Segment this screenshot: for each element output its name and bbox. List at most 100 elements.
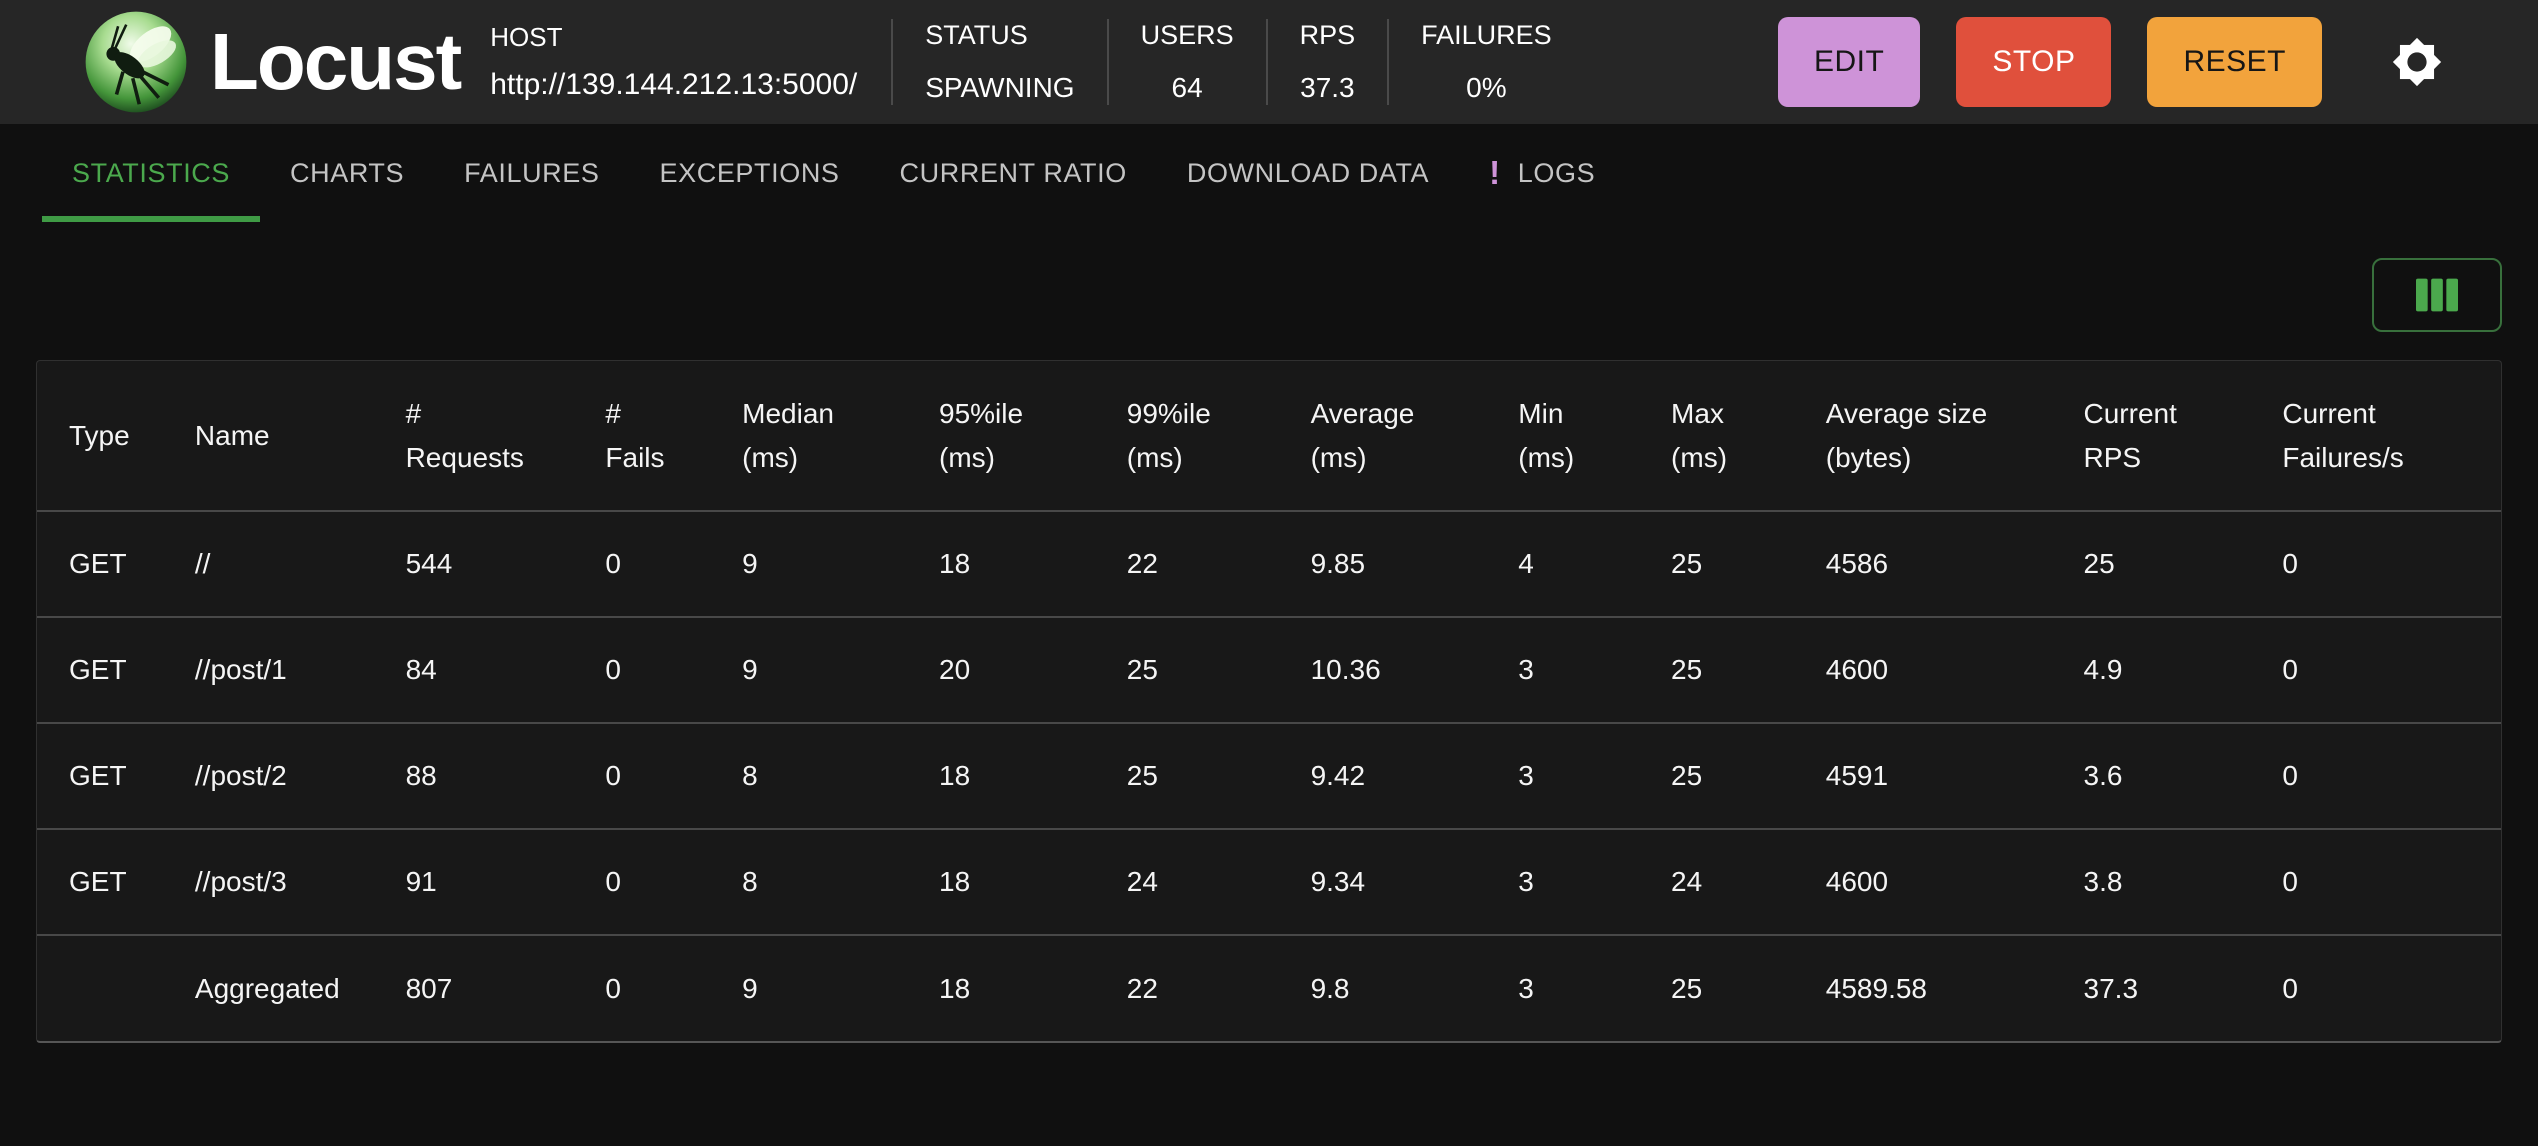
table-cell: 0 bbox=[605, 972, 621, 1004]
table-cell: 84 bbox=[405, 654, 437, 685]
table-cell: 25 bbox=[1671, 760, 1703, 791]
table-cell: 18 bbox=[939, 866, 971, 897]
tab-charts[interactable]: CHARTS bbox=[260, 130, 434, 222]
stat-value: 64 bbox=[1171, 72, 1203, 103]
stop-button[interactable]: STOP bbox=[1956, 17, 2112, 107]
table-cell: 25 bbox=[2083, 548, 2115, 579]
table-cell: 10.36 bbox=[1310, 654, 1381, 685]
table-cell: //post/2 bbox=[194, 760, 287, 791]
tab-current-ratio[interactable]: CURRENT RATIO bbox=[870, 130, 1157, 222]
stat-status: STATUS SPAWNING bbox=[893, 20, 1106, 104]
table-row: Aggregated 807 0 9 18 22 9.8 3 25 4589.5… bbox=[37, 935, 2501, 1041]
table-cell: 9 bbox=[742, 654, 758, 685]
table-cell: 4600 bbox=[1825, 866, 1889, 897]
tab-logs[interactable]: ! LOGS bbox=[1459, 130, 1625, 222]
table-cell: 0 bbox=[605, 866, 621, 897]
tab-statistics[interactable]: STATISTICS bbox=[42, 130, 261, 222]
column-header-fails[interactable]: # Fails bbox=[605, 398, 665, 473]
table-cell: 9 bbox=[742, 548, 758, 579]
table-row: GET //post/3 91 0 8 18 24 9.34 3 24 4600… bbox=[37, 829, 2501, 935]
statistics-table-container: Type Name # Requests # Fails Median (ms)… bbox=[36, 360, 2502, 1043]
settings-button[interactable] bbox=[2384, 29, 2450, 95]
stat-label: RPS bbox=[1299, 20, 1356, 50]
table-cell: 3 bbox=[1518, 654, 1534, 685]
column-header-average-size[interactable]: Average size (bytes) bbox=[1825, 398, 1988, 473]
table-cell: GET bbox=[69, 760, 127, 791]
table-cell: 4589.58 bbox=[1825, 972, 1927, 1004]
table-cell: 0 bbox=[605, 654, 621, 685]
table-cell: 0 bbox=[2282, 760, 2298, 791]
statistics-table: Type Name # Requests # Fails Median (ms)… bbox=[37, 361, 2501, 1041]
column-header-average[interactable]: Average (ms) bbox=[1310, 398, 1415, 473]
table-header-row: Type Name # Requests # Fails Median (ms)… bbox=[37, 361, 2501, 511]
column-header-min[interactable]: Min (ms) bbox=[1518, 398, 1575, 473]
table-cell: 24 bbox=[1126, 866, 1158, 897]
table-cell: 4600 bbox=[1825, 654, 1889, 685]
column-header-max[interactable]: Max (ms) bbox=[1671, 398, 1728, 473]
table-cell: //post/3 bbox=[194, 866, 287, 897]
table-cell: 25 bbox=[1671, 548, 1703, 579]
table-cell: 24 bbox=[1671, 866, 1703, 897]
table-cell: 22 bbox=[1126, 548, 1158, 579]
app-title: Locust bbox=[210, 17, 462, 106]
column-selector-button[interactable] bbox=[2372, 258, 2502, 332]
reset-button[interactable]: RESET bbox=[2147, 17, 2322, 107]
table-cell: 0 bbox=[605, 760, 621, 791]
column-header-median[interactable]: Median (ms) bbox=[742, 398, 834, 473]
table-cell: 3 bbox=[1518, 866, 1534, 897]
table-cell: // bbox=[194, 548, 211, 579]
table-cell: 3.8 bbox=[2083, 866, 2123, 897]
host-label: HOST bbox=[490, 22, 563, 52]
column-header-requests[interactable]: # Requests bbox=[405, 398, 524, 473]
table-cell: Aggregated bbox=[194, 972, 340, 1004]
table-cell: 9.34 bbox=[1310, 866, 1366, 897]
column-header-99ile[interactable]: 99%ile (ms) bbox=[1126, 398, 1211, 473]
view-columns-icon bbox=[2416, 278, 2458, 312]
table-cell: 9.8 bbox=[1310, 972, 1350, 1004]
table-cell: 807 bbox=[405, 972, 453, 1004]
table-toolbar bbox=[36, 258, 2502, 332]
table-cell: GET bbox=[69, 654, 127, 685]
tab-label: STATISTICS bbox=[72, 157, 231, 188]
column-header-95ile[interactable]: 95%ile (ms) bbox=[939, 398, 1024, 473]
stat-label: FAILURES bbox=[1421, 20, 1552, 50]
host-block: HOST http://139.144.212.13:5000/ bbox=[490, 22, 891, 102]
edit-button[interactable]: EDIT bbox=[1777, 17, 1921, 107]
table-cell: 18 bbox=[939, 972, 971, 1004]
table-cell: 4591 bbox=[1825, 760, 1889, 791]
table-cell: 22 bbox=[1126, 972, 1158, 1004]
divider bbox=[891, 19, 894, 105]
table-cell: 9 bbox=[742, 972, 758, 1004]
table-cell: 18 bbox=[939, 548, 971, 579]
table-cell: 4586 bbox=[1825, 548, 1889, 579]
stat-failures: FAILURES 0% bbox=[1389, 20, 1584, 104]
stat-users: USERS 64 bbox=[1109, 20, 1266, 104]
table-cell: GET bbox=[69, 548, 127, 579]
stat-value: SPAWNING bbox=[925, 72, 1075, 103]
table-cell: 8 bbox=[742, 866, 758, 897]
tab-label: FAILURES bbox=[464, 157, 600, 188]
table-cell: 88 bbox=[405, 760, 437, 791]
table-body: GET // 544 0 9 18 22 9.85 4 25 4586 25 0… bbox=[37, 511, 2501, 1041]
column-header-current-failures[interactable]: Current Failures/s bbox=[2282, 398, 2404, 473]
tab-bar: STATISTICS CHARTS FAILURES EXCEPTIONS CU… bbox=[0, 130, 2538, 222]
tab-download-data[interactable]: DOWNLOAD DATA bbox=[1157, 130, 1459, 222]
divider bbox=[1265, 19, 1268, 105]
table-header: Type Name # Requests # Fails Median (ms)… bbox=[37, 361, 2501, 511]
table-cell: 3 bbox=[1518, 760, 1534, 791]
column-header-current-rps[interactable]: Current RPS bbox=[2083, 398, 2177, 473]
tab-exceptions[interactable]: EXCEPTIONS bbox=[630, 130, 870, 222]
table-cell: 9.42 bbox=[1310, 760, 1366, 791]
table-cell: 0 bbox=[605, 548, 621, 579]
table-cell: 37.3 bbox=[2083, 972, 2139, 1004]
tab-label: LOGS bbox=[1517, 157, 1596, 188]
tab-label: CURRENT RATIO bbox=[899, 157, 1127, 188]
table-row: GET //post/1 84 0 9 20 25 10.36 3 25 460… bbox=[37, 617, 2501, 723]
table-cell: 25 bbox=[1671, 654, 1703, 685]
app-header: Locust HOST http://139.144.212.13:5000/ … bbox=[0, 0, 2538, 124]
logs-alert-badge: ! bbox=[1489, 154, 1501, 191]
tab-failures[interactable]: FAILURES bbox=[434, 130, 629, 222]
column-header-type[interactable]: Type bbox=[69, 419, 130, 451]
column-header-name[interactable]: Name bbox=[194, 419, 270, 451]
